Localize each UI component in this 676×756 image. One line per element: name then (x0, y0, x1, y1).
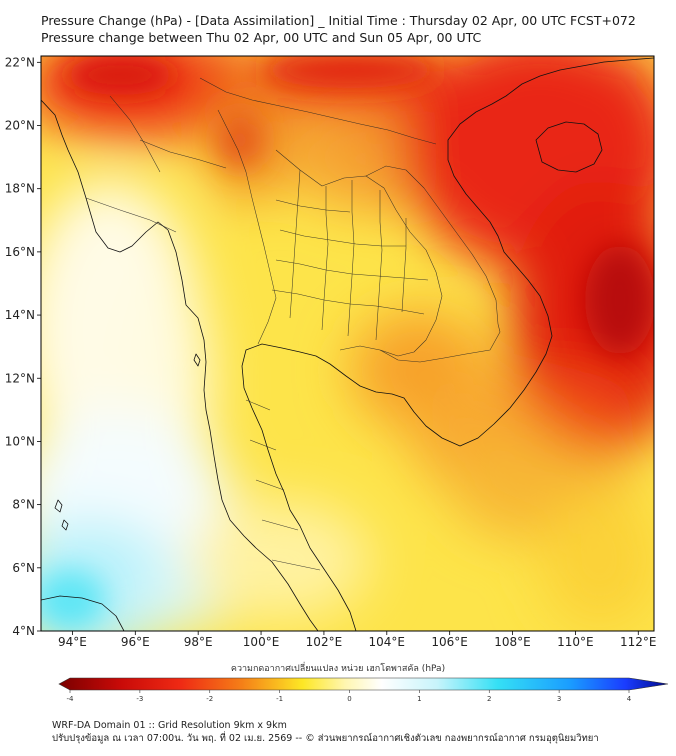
lat-tick-label: 12°N (5, 371, 35, 385)
lat-tick-label: 4°N (12, 624, 35, 638)
colorbar-tick-label: 4 (627, 695, 632, 703)
lat-tick-label: 22°N (5, 55, 35, 69)
lat-tick-label: 16°N (5, 245, 35, 259)
map-title: Pressure Change (hPa) - [Data Assimilati… (41, 12, 636, 46)
lon-tick-label: 94°E (58, 635, 87, 649)
colorbar-tick-label: 2 (487, 695, 491, 703)
lat-tick-label: 18°N (5, 182, 35, 196)
lat-tick-label: 14°N (5, 308, 35, 322)
lon-tick-label: 112°E (620, 635, 657, 649)
colorbar-tick-label: 0 (347, 695, 351, 703)
coastlines (41, 57, 654, 631)
plot-frame (40, 55, 655, 632)
lon-tick-label: 104°E (369, 635, 406, 649)
footer-line-2: ปรับปรุงข้อมูล ณ เวลา 07:00น. วัน พฤ. ที… (52, 733, 599, 744)
footer-line-1: WRF-DA Domain 01 :: Grid Resolution 9km … (52, 720, 287, 731)
colorbar-title: ความกดอากาศเปลี่ยนแปลง หน่วย เฮกโตพาสคัล… (230, 664, 446, 674)
colorbar-tick-label: -3 (136, 695, 143, 703)
lat-tick-label: 6°N (12, 561, 35, 575)
lat-tick-label: 10°N (5, 434, 35, 448)
lon-tick-label: 110°E (557, 635, 594, 649)
colorbar-tick-label: -1 (276, 695, 283, 703)
colorbar-tick-label: 3 (557, 695, 561, 703)
lon-tick-label: 100°E (243, 635, 280, 649)
colorbar-tick-label: -4 (67, 695, 75, 703)
lon-tick-label: 98°E (184, 635, 213, 649)
political-borders (85, 77, 501, 571)
lat-tick-label: 20°N (5, 119, 35, 133)
pressure-field (41, 56, 654, 631)
colorbar-bar (58, 677, 669, 691)
title-line-2: Pressure change between Thu 02 Apr, 00 U… (41, 30, 482, 45)
lon-tick-label: 108°E (494, 635, 531, 649)
lat-tick-label: 8°N (12, 498, 35, 512)
colorbar-ticks: -4 -3 -2 -1 0 1 2 3 4 (67, 690, 632, 703)
footer: WRF-DA Domain 01 :: Grid Resolution 9km … (52, 719, 599, 745)
colorbar: -4 -3 -2 -1 0 1 2 3 4 (58, 677, 669, 703)
colorbar-tick-label: 1 (417, 695, 421, 703)
colorbar-tick-label: -2 (206, 695, 213, 703)
latitude-axis: 22°N 20°N 18°N 16°N 14°N 12°N 10°N 8°N 6°N 4°N (5, 55, 41, 638)
title-line-1: Pressure Change (hPa) - [Data Assimilati… (41, 13, 636, 28)
lon-tick-label: 96°E (121, 635, 150, 649)
lon-tick-label: 102°E (306, 635, 343, 649)
longitude-axis: 94°E 96°E 98°E 100°E 102°E 104°E 106°E 108°E 110… (58, 631, 657, 649)
lon-tick-label: 106°E (431, 635, 468, 649)
